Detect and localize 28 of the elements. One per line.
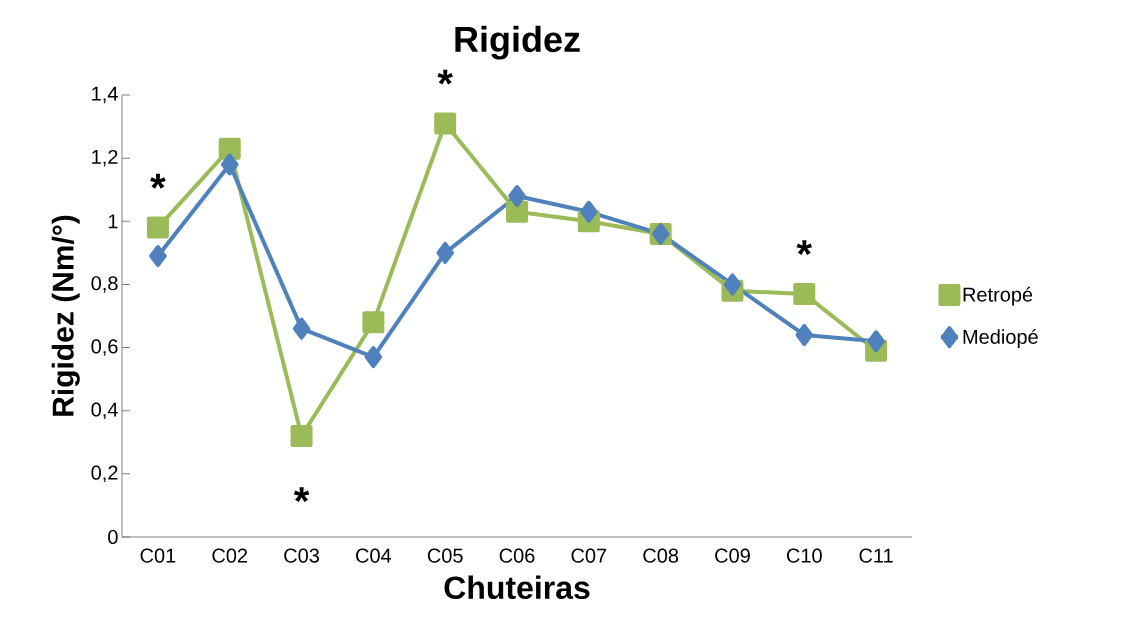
x-tick-label: C11 — [859, 548, 893, 563]
x-tick-label: C08 — [643, 548, 679, 563]
y-tick-label: 0,4 — [91, 402, 118, 419]
legend-label: Retropé — [963, 286, 1033, 306]
y-tick-label: 0,2 — [91, 465, 118, 483]
y-tick-label: 1,4 — [92, 86, 118, 104]
annotation: * — [150, 173, 166, 189]
y-tick-label: 0,6 — [91, 339, 118, 356]
x-tick-label: C01 — [140, 548, 176, 563]
y-tick-label: 1,2 — [92, 149, 118, 167]
chart-title: Rigidez — [455, 25, 580, 60]
annotation: * — [293, 487, 310, 503]
x-tick-label: C10 — [786, 548, 822, 563]
y-tick-label: 0 — [108, 529, 118, 545]
x-tick-label: C04 — [356, 548, 392, 563]
x-tick-label: C03 — [284, 548, 320, 563]
x-tick-label: C06 — [499, 548, 535, 563]
x-tick-label: C05 — [427, 548, 463, 563]
y-tick-label: 1 — [108, 214, 118, 229]
x-tick-label: C09 — [715, 548, 750, 563]
x-tick-label: C07 — [571, 548, 607, 563]
annotation: * — [796, 240, 813, 256]
legend-label: Mediopé — [963, 329, 1038, 348]
y-axis-title: Rigidez (Nm/°) — [51, 215, 80, 416]
x-axis-title: Chuteiras — [444, 575, 590, 600]
y-tick-label: 0,8 — [91, 276, 118, 293]
x-tick-label: C02 — [212, 548, 248, 563]
annotation: * — [437, 69, 453, 85]
